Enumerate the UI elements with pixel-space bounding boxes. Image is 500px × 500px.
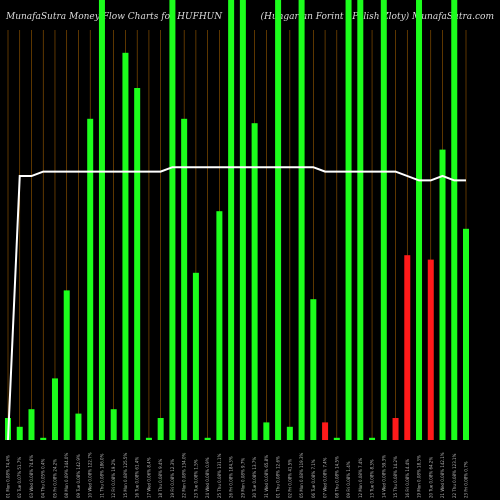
x-tick-label: 02 Tue 0.07% 51.7% — [17, 457, 22, 498]
x-tick-label: 11 Thu 0.08% 186.0% — [99, 453, 104, 498]
x-tick-label: 23 Fri 0.08% 0.7% — [464, 461, 469, 498]
x-tick-label: 22 Thu 0.08% 123.1% — [452, 453, 457, 498]
bar — [192, 272, 199, 440]
bar — [110, 409, 117, 440]
bar-series — [5, 0, 469, 441]
x-tick-label: 15 Thu 0.08% 14.2% — [393, 456, 398, 498]
bar — [333, 437, 340, 440]
x-tick-label: 29 Mon 0.08% 9.7% — [240, 458, 245, 498]
x-tick-label: 15 Mon 0.08% 125.5% — [123, 453, 128, 498]
bar — [204, 437, 211, 440]
chart-title-left: MunafaSutra Money Flow Charts for HUFHUN — [6, 12, 223, 22]
x-tick-label: 05 Fri 0.08% 24.2% — [52, 459, 57, 498]
x-tick-label: 09 Tue 0.08% 142.9% — [76, 454, 81, 498]
bar — [322, 422, 329, 440]
x-tick-label: 10 Wed 0.08% 122.7% — [88, 452, 93, 498]
x-tick-label: 04 Thu 0.05% 0.4% — [41, 459, 46, 498]
x-tick-label: 23 Tue 0.08% 1.5% — [193, 459, 198, 498]
bar — [404, 255, 411, 440]
x-tick-label: 17 Wed 0.06% 8.4% — [146, 457, 151, 498]
bar — [16, 426, 23, 440]
bar — [427, 259, 434, 440]
bar — [416, 0, 423, 440]
x-tick-label: 25 Thu 0.08% 131.1% — [217, 453, 222, 498]
grid-lines — [7, 30, 467, 440]
x-tick-label: 16 Fri 0.08% 14.4% — [405, 459, 410, 498]
bar — [239, 0, 246, 440]
x-tick-label: 08 Thu 0.08% 14.5% — [334, 456, 339, 498]
x-tick-label: 12 Fri 0.08% 19.2% — [111, 459, 116, 498]
money-flow-line — [7, 166, 466, 441]
x-tick-label: 19 Fri 0.08% 12.3% — [170, 459, 175, 498]
bar — [28, 409, 35, 440]
bar — [380, 0, 387, 440]
bar — [286, 426, 293, 440]
x-tick-label: 31 Wed 0.08% 65.8% — [264, 455, 269, 498]
x-tick-label: 07 Wed 0.08% 7.4% — [323, 457, 328, 498]
bar — [251, 123, 258, 440]
bar — [216, 211, 223, 440]
bar — [345, 0, 352, 440]
bar — [134, 88, 141, 440]
chart-title-right: (Hungarian Forint / Polish Zloty) Munafa… — [260, 12, 494, 22]
x-tick-label: 08 Mon 0.09% 344.0% — [64, 453, 69, 498]
x-tick-label: 21 Wed 0.08% 142.1% — [440, 452, 445, 498]
x-tick-label: 05 Mon 0.08% 119.3% — [299, 453, 304, 498]
bar — [463, 228, 469, 440]
x-tick-label: 30 Tue 0.08% 13.7% — [252, 457, 257, 498]
bar — [181, 118, 188, 441]
x-tick-label: 19 Mon 0.08% 18.3% — [417, 455, 422, 498]
bar — [275, 0, 282, 440]
bar — [451, 0, 458, 440]
bar — [310, 299, 317, 440]
x-tick-label: 02 Fri 0.08% 41.5% — [287, 459, 292, 498]
x-tick-label: 09 Fri 0.08% 1.4% — [346, 461, 351, 498]
x-tick-label: 22 Mon 0.08% 134.0% — [182, 453, 187, 498]
x-tick-label: 12 Mon 0.08% 7.4% — [358, 458, 363, 498]
bar — [87, 118, 94, 441]
x-tick-label: 03 Wed 0.08% 74.6% — [29, 455, 34, 498]
x-tick-labels: 01 Mon 0.08% 74.4% 02 Tue 0.07% 51.7% 03 W… — [6, 452, 469, 498]
x-tick-label: 06 Tue 0.08% 7.1% — [311, 459, 316, 498]
bar — [122, 52, 129, 441]
bar — [40, 437, 47, 440]
x-tick-label: 14 Wed 0.08% 59.3% — [381, 455, 386, 498]
line-series — [7, 166, 466, 441]
x-tick-label: 18 Thu 0.08% 9.4% — [158, 459, 163, 498]
bar — [51, 378, 58, 440]
bar — [98, 0, 105, 440]
x-tick-label: 26 Fri 0.08% 184.3% — [229, 456, 234, 498]
bar — [228, 0, 235, 440]
bar — [169, 0, 176, 440]
x-tick-label: 16 Tue 0.08% 61.4% — [135, 457, 140, 498]
bar — [157, 418, 164, 440]
bar — [75, 413, 82, 440]
x-tick-label: 20 Tue 0.08% 64.2% — [428, 457, 433, 498]
bar — [263, 422, 270, 440]
bar — [439, 149, 446, 440]
x-tick-label: 01 Thu 0.08% 12.6% — [276, 456, 281, 498]
bar — [392, 418, 399, 440]
bar — [298, 0, 305, 440]
bar — [145, 437, 152, 440]
x-tick-label: 24 Wed 0.08% 0.9% — [205, 457, 210, 498]
bar — [357, 0, 364, 440]
bar — [369, 437, 376, 440]
x-tick-label: 01 Mon 0.08% 74.4% — [6, 455, 11, 498]
x-tick-label: 13 Tue 0.08% 8.3% — [370, 459, 375, 498]
bar — [63, 290, 70, 440]
